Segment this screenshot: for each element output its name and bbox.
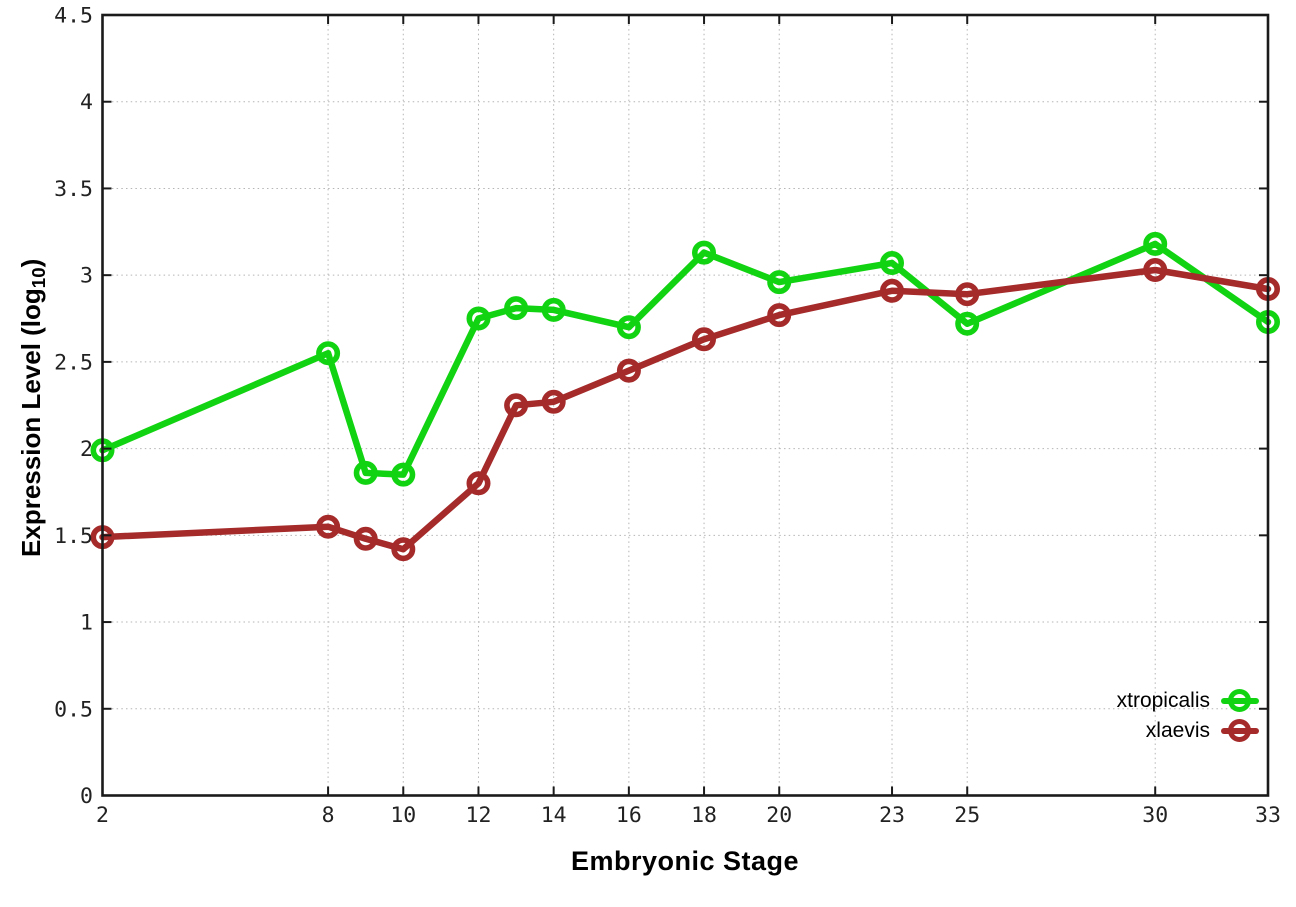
xtropicalis-sample-ring [1228, 688, 1251, 712]
tick-labels: 2 8 10 12 14 16 18 20 23 25 30 33 0 0.5 1 1.5 2 2.5 3 3.5 4 4… [54, 4, 1281, 829]
x-tick-label: 30 [1142, 803, 1168, 828]
y-tick-label: 2.5 [54, 350, 93, 375]
xlaevis-point-icon [466, 471, 491, 496]
y-axis-title-text: Expression Level (log [16, 288, 47, 557]
xtropicalis-point-icon [316, 341, 341, 366]
xtropicalis-point-icon [767, 270, 792, 295]
xtropicalis-point-icon [691, 240, 716, 265]
legend-item-xlaevis: xlaevis [1146, 718, 1259, 743]
series-xlaevis [90, 257, 1281, 562]
plot-frame [101, 13, 1270, 797]
x-tick-label: 25 [954, 803, 980, 828]
x-tick-label: 14 [541, 803, 567, 828]
y-tick-label: 0.5 [54, 697, 93, 722]
y-axis-title: Expression Level (log10) [16, 3, 50, 813]
legend-label-xlaevis: xlaevis [1145, 719, 1210, 742]
y-tick-label: 3.5 [54, 177, 93, 202]
x-tick-label: 23 [879, 803, 905, 828]
xlaevis-line [99, 266, 1272, 553]
xlaevis-line-marker-icon [1221, 718, 1259, 743]
axis-ticks [101, 14, 1269, 797]
xlaevis-sample-ring [1228, 718, 1251, 742]
grid-lines [102, 15, 1268, 796]
x-tick-label: 10 [390, 803, 416, 828]
x-tick-label: 18 [691, 803, 717, 828]
y-axis-title-close: ) [16, 258, 47, 268]
xtropicalis-point-icon [541, 297, 566, 322]
xtropicalis-point-icon [391, 462, 416, 487]
y-tick-label: 4.5 [54, 4, 93, 29]
legend-label-xtropicalis: xtropicalis [1116, 689, 1210, 712]
xlaevis-point-icon [504, 393, 529, 418]
xlaevis-point-icon [316, 514, 341, 539]
x-tick-label: 33 [1255, 803, 1281, 828]
data-series [90, 231, 1281, 562]
legend-item-xtropicalis: xtropicalis [1117, 688, 1259, 713]
xlaevis-point-icon [391, 537, 416, 562]
y-tick-label: 1 [80, 611, 93, 636]
legend: xtropicalis xlaevis [1117, 688, 1259, 743]
y-tick-label: 1.5 [54, 524, 93, 549]
y-tick-label: 2 [80, 437, 93, 462]
xtropicalis-point-icon [504, 296, 529, 321]
xlaevis-point-icon [767, 303, 792, 328]
xlaevis-point-icon [879, 278, 904, 303]
xtropicalis-point-icon [1143, 231, 1168, 256]
y-axis-title-subscript: 10 [27, 267, 49, 289]
xtropicalis-line [99, 240, 1272, 478]
y-tick-label: 0 [80, 784, 93, 809]
y-tick-label: 4 [80, 90, 93, 115]
xtropicalis-point-icon [879, 251, 904, 276]
xlaevis-point-icon [616, 358, 641, 383]
x-tick-label: 2 [96, 803, 109, 828]
x-tick-label: 8 [322, 803, 335, 828]
xtropicalis-point-icon [466, 306, 491, 331]
x-tick-label: 16 [616, 803, 642, 828]
x-tick-label: 12 [466, 803, 492, 828]
xtropicalis-point-icon [955, 311, 980, 336]
xlaevis-point-icon [691, 327, 716, 352]
y-tick-label: 3 [80, 264, 93, 289]
xlaevis-point-icon [353, 526, 378, 551]
xlaevis-point-icon [955, 282, 980, 307]
series-xtropicalis [90, 231, 1281, 487]
xtropicalis-point-icon [616, 315, 641, 340]
xlaevis-point-icon [541, 389, 566, 414]
xlaevis-point-icon [1143, 257, 1168, 282]
xtropicalis-point-icon [353, 460, 378, 485]
xtropicalis-line-marker-icon [1221, 688, 1259, 713]
x-tick-label: 20 [766, 803, 792, 828]
x-axis-title: Embryonic Stage [570, 846, 800, 876]
